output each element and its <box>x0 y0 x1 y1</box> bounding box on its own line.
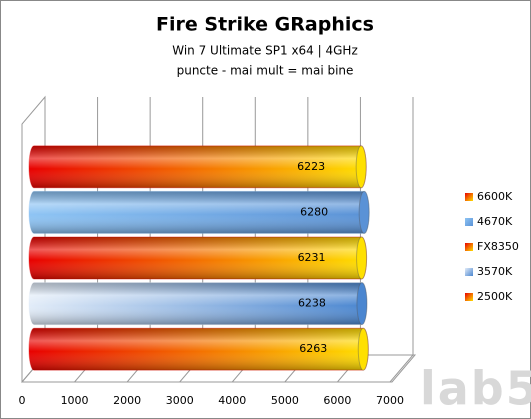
legend-label: 6600K <box>477 190 513 203</box>
bar-shading <box>29 145 367 188</box>
value-label: 6263 <box>299 342 327 355</box>
bar-shading <box>29 237 367 279</box>
x-tick-label: 1000 <box>61 394 89 407</box>
x-tick-label: 5000 <box>271 394 299 407</box>
legend-swatch <box>465 243 473 251</box>
grid-line <box>389 354 414 383</box>
value-label: 6231 <box>298 251 326 264</box>
legend-swatch <box>465 293 473 301</box>
bar-shading <box>29 191 370 234</box>
bar-shading <box>29 328 369 371</box>
bar-shading <box>29 282 367 325</box>
chart-subtitle: Win 7 Ultimate SP1 x64 | 4GHz <box>172 44 358 58</box>
bar-cap <box>356 282 368 326</box>
value-label: 6223 <box>297 160 325 173</box>
x-tick-label: 6000 <box>323 394 351 407</box>
legend-label: 4670K <box>477 215 513 228</box>
x-tick-label: 7000 <box>376 394 404 407</box>
bar-cap <box>356 236 368 280</box>
legend-label: 3570K <box>477 265 513 278</box>
chart-subtitle: puncte - mai mult = mai bine <box>177 64 354 78</box>
legend-swatch <box>465 193 473 201</box>
bar-cap <box>355 145 367 189</box>
x-tick-label: 3000 <box>166 394 194 407</box>
legend-label: FX8350 <box>477 240 519 253</box>
legend-label: 2500K <box>477 290 513 303</box>
x-tick-label: 4000 <box>218 394 246 407</box>
legend-swatch <box>465 218 473 226</box>
chart-title: Fire Strike GRaphics <box>156 14 374 36</box>
value-label: 6280 <box>300 205 328 218</box>
legend-swatch <box>465 268 473 276</box>
value-label: 6238 <box>298 297 326 310</box>
x-tick-label: 2000 <box>113 394 141 407</box>
x-tick-label: 0 <box>19 394 26 407</box>
bar-cap <box>358 190 370 234</box>
bar-cap <box>357 327 369 371</box>
